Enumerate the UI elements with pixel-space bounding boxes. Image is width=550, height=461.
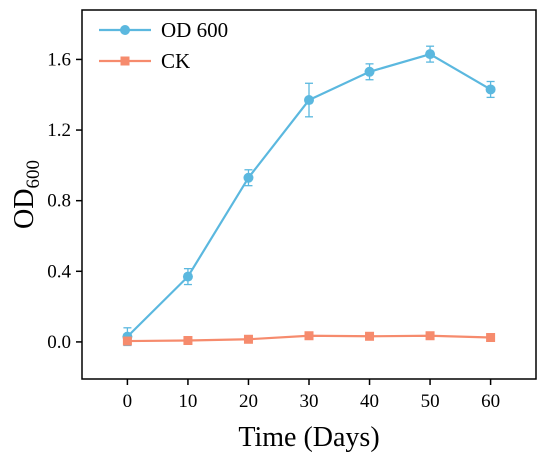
y-axis-title: OD600 [9, 160, 44, 229]
data-point [425, 49, 436, 60]
x-tick-label: 10 [178, 391, 197, 412]
legend-marker [120, 56, 130, 66]
y-axis-title-main: OD [9, 189, 40, 229]
data-point [364, 66, 375, 77]
data-point [304, 331, 314, 341]
y-tick-label: 0.4 [47, 261, 71, 282]
legend-item: OD 600 [99, 18, 228, 42]
x-tick-label: 0 [123, 391, 133, 412]
y-tick-label: 1.6 [47, 49, 71, 70]
y-tick-label: 0.8 [47, 191, 71, 212]
y-tick-label: 0.0 [47, 332, 71, 353]
x-tick-label: 50 [421, 391, 440, 412]
legend-item: CK [99, 49, 190, 73]
y-axis-title-subscript: 600 [23, 160, 44, 189]
data-point [182, 271, 193, 282]
legend-label: CK [161, 49, 190, 73]
data-point [122, 336, 132, 346]
data-point [486, 333, 496, 343]
legend-marker [120, 25, 130, 35]
x-tick-label: 60 [481, 391, 500, 412]
x-axis: 0 10 20 30 40 50 60 [123, 379, 500, 412]
plot-area [81, 9, 537, 380]
y-axis: 0.0 0.4 0.8 1.2 1.6 [47, 49, 82, 353]
legend-label: OD 600 [161, 18, 228, 42]
data-point [183, 336, 193, 346]
series-layer [122, 45, 496, 347]
plot-frame [81, 9, 537, 380]
y-tick-label: 1.2 [47, 120, 71, 141]
data-point [304, 95, 314, 106]
x-tick-label: 40 [360, 391, 379, 412]
data-point [425, 331, 435, 341]
data-point [243, 334, 253, 344]
x-tick-label: 30 [300, 391, 319, 412]
series-1 [122, 45, 496, 347]
x-axis-title: Time (Days) [238, 422, 379, 453]
data-point [485, 84, 496, 95]
legend: OD 600 CK [99, 18, 228, 73]
x-tick-label: 20 [239, 391, 258, 412]
data-point [243, 172, 254, 183]
series-2 [122, 331, 496, 346]
data-point [365, 331, 375, 341]
